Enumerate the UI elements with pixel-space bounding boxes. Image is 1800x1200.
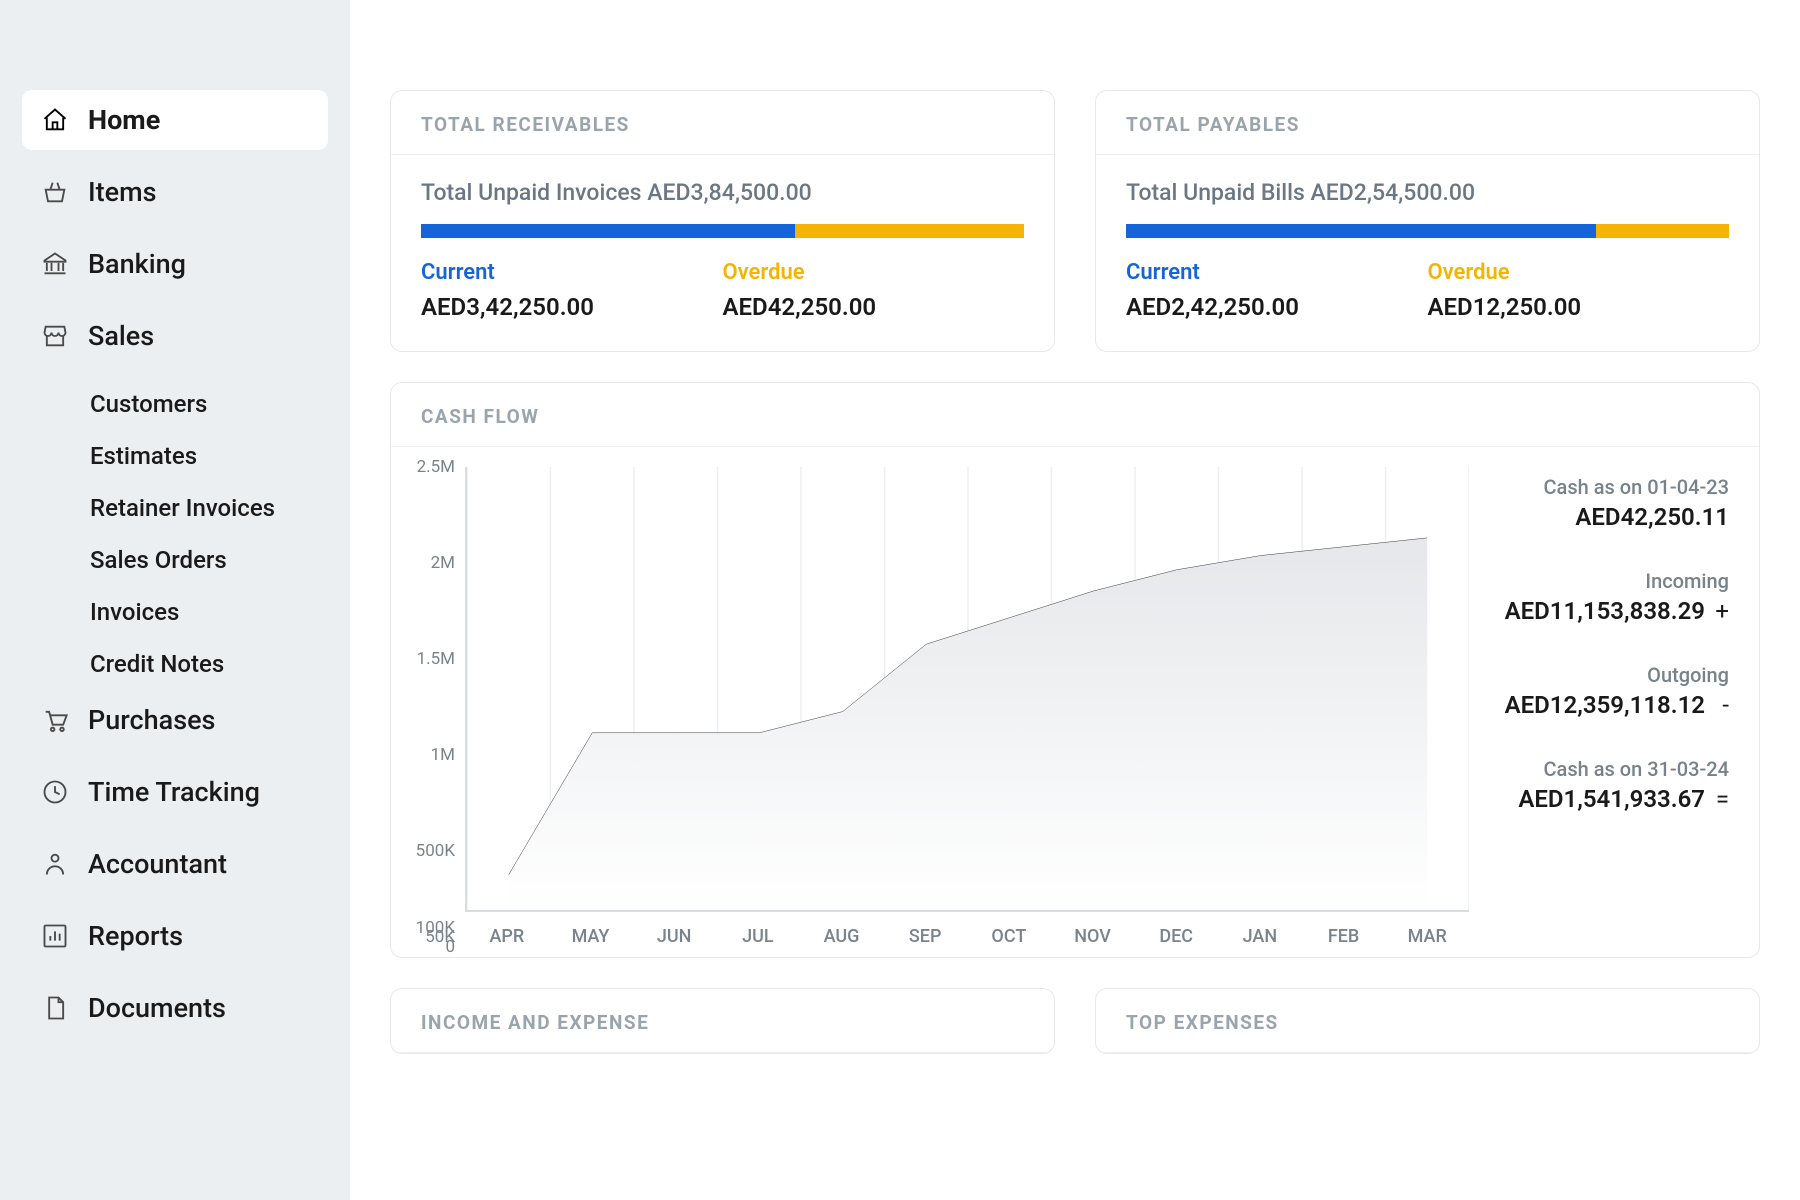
cash-flow-chart: 2.5M2M1.5M1M500K100K50K0 APRMAYJUNJULAUG… <box>401 467 1469 947</box>
x-tick: JAN <box>1218 926 1302 947</box>
payables-bar-overdue <box>1596 224 1729 238</box>
cash-end-label: Cash as on 31-03-24 <box>1518 757 1729 781</box>
x-axis: APRMAYJUNJULAUGSEPOCTNOVDECJANFEBMAR <box>465 912 1469 947</box>
payables-bar <box>1126 224 1729 238</box>
y-tick: 2.5M <box>417 457 455 477</box>
y-tick: 500K <box>416 841 455 861</box>
sidebar-item-label: Accountant <box>88 848 227 880</box>
equals-icon: = <box>1715 785 1729 813</box>
sidebar-item-banking[interactable]: Banking <box>22 234 328 294</box>
sidebar-item-items[interactable]: Items <box>22 162 328 222</box>
sidebar-subitem-estimates[interactable]: Estimates <box>90 430 328 482</box>
x-tick: DEC <box>1134 926 1218 947</box>
sidebar-item-label: Home <box>88 104 160 136</box>
sidebar-item-label: Reports <box>88 920 183 952</box>
sidebar-item-label: Time Tracking <box>88 776 260 808</box>
receivables-current-label: Current <box>421 260 723 285</box>
x-tick: FEB <box>1302 926 1386 947</box>
sidebar-item-label: Banking <box>88 248 186 280</box>
sidebar-item-label: Purchases <box>88 704 215 736</box>
y-tick: 1.5M <box>417 649 455 669</box>
income-expense-card: INCOME AND EXPENSE <box>390 988 1055 1054</box>
sidebar-subitem-invoices[interactable]: Invoices <box>90 586 328 638</box>
y-axis: 2.5M2M1.5M1M500K100K50K0 <box>401 467 465 947</box>
barchart-icon <box>40 921 70 951</box>
receivables-bar-overdue <box>795 224 1024 238</box>
sidebar-subitem-customers[interactable]: Customers <box>90 378 328 430</box>
sidebar-item-purchases[interactable]: Purchases <box>22 690 328 750</box>
home-icon <box>40 105 70 135</box>
plot-area <box>465 467 1469 912</box>
person-icon <box>40 849 70 879</box>
receivables-current-value: AED3,42,250.00 <box>421 293 723 321</box>
payables-subhead: Total Unpaid Bills AED2,54,500.00 <box>1126 179 1729 206</box>
payables-bar-current <box>1126 224 1596 238</box>
y-tick: 1M <box>431 745 455 765</box>
receivables-bar-current <box>421 224 795 238</box>
payables-title: TOTAL PAYABLES <box>1126 113 1729 136</box>
receivables-title: TOTAL RECEIVABLES <box>421 113 1024 136</box>
cash-flow-title: CASH FLOW <box>421 405 1729 428</box>
sidebar-item-label: Documents <box>88 992 226 1024</box>
sidebar-item-label: Sales <box>88 320 154 352</box>
minus-icon: - <box>1715 691 1729 719</box>
x-tick: APR <box>465 926 549 947</box>
x-tick: JUN <box>632 926 716 947</box>
main-content: TOTAL RECEIVABLES Total Unpaid Invoices … <box>350 0 1800 1200</box>
sidebar-item-home[interactable]: Home <box>22 90 328 150</box>
payables-overdue-label: Overdue <box>1428 260 1730 285</box>
clock-icon <box>40 777 70 807</box>
payables-overdue-value: AED12,250.00 <box>1428 293 1730 321</box>
receivables-overdue-value: AED42,250.00 <box>723 293 1025 321</box>
x-tick: MAR <box>1385 926 1469 947</box>
bank-icon <box>40 249 70 279</box>
cash-flow-card: CASH FLOW 2.5M2M1.5M1M500K100K50K0 APRMA… <box>390 382 1760 958</box>
top-expenses-card: TOP EXPENSES <box>1095 988 1760 1054</box>
sidebar-item-sales[interactable]: Sales <box>22 306 328 366</box>
sidebar-subitem-retainer-invoices[interactable]: Retainer Invoices <box>90 482 328 534</box>
receivables-bar <box>421 224 1024 238</box>
outgoing-label: Outgoing <box>1505 663 1729 687</box>
x-tick: OCT <box>967 926 1051 947</box>
x-tick: AUG <box>800 926 884 947</box>
income-expense-title: INCOME AND EXPENSE <box>421 1011 1024 1034</box>
x-tick: NOV <box>1051 926 1135 947</box>
sidebar-item-documents[interactable]: Documents <box>22 978 328 1038</box>
incoming-label: Incoming <box>1505 569 1729 593</box>
cash-start-label: Cash as on 01-04-23 <box>1543 475 1729 499</box>
y-tick: 2M <box>431 553 455 573</box>
payables-current-label: Current <box>1126 260 1428 285</box>
y-tick: 0 <box>445 937 455 957</box>
document-icon <box>40 993 70 1023</box>
outgoing-value: AED12,359,118.12 <box>1505 691 1705 719</box>
x-tick: JUL <box>716 926 800 947</box>
sidebar-item-accountant[interactable]: Accountant <box>22 834 328 894</box>
store-icon <box>40 321 70 351</box>
receivables-overdue-label: Overdue <box>723 260 1025 285</box>
payables-current-value: AED2,42,250.00 <box>1126 293 1428 321</box>
incoming-value: AED11,153,838.29 <box>1505 597 1705 625</box>
sidebar-item-reports[interactable]: Reports <box>22 906 328 966</box>
x-tick: SEP <box>883 926 967 947</box>
total-payables-card: TOTAL PAYABLES Total Unpaid Bills AED2,5… <box>1095 90 1760 352</box>
plus-icon: + <box>1715 597 1729 625</box>
sidebar-item-time-tracking[interactable]: Time Tracking <box>22 762 328 822</box>
sidebar-item-label: Items <box>88 176 157 208</box>
cart-icon <box>40 705 70 735</box>
sidebar-subitem-credit-notes[interactable]: Credit Notes <box>90 638 328 690</box>
sidebar-subitem-sales-orders[interactable]: Sales Orders <box>90 534 328 586</box>
x-tick: MAY <box>549 926 633 947</box>
cash-start-value: AED42,250.11 <box>1575 503 1729 531</box>
total-receivables-card: TOTAL RECEIVABLES Total Unpaid Invoices … <box>390 90 1055 352</box>
top-expenses-title: TOP EXPENSES <box>1126 1011 1729 1034</box>
basket-icon <box>40 177 70 207</box>
sidebar: HomeItemsBankingSalesCustomersEstimatesR… <box>0 0 350 1200</box>
cash-flow-sidebar: Cash as on 01-04-23 AED42,250.11 Incomin… <box>1479 467 1729 947</box>
receivables-subhead: Total Unpaid Invoices AED3,84,500.00 <box>421 179 1024 206</box>
cash-end-value: AED1,541,933.67 <box>1518 785 1705 813</box>
